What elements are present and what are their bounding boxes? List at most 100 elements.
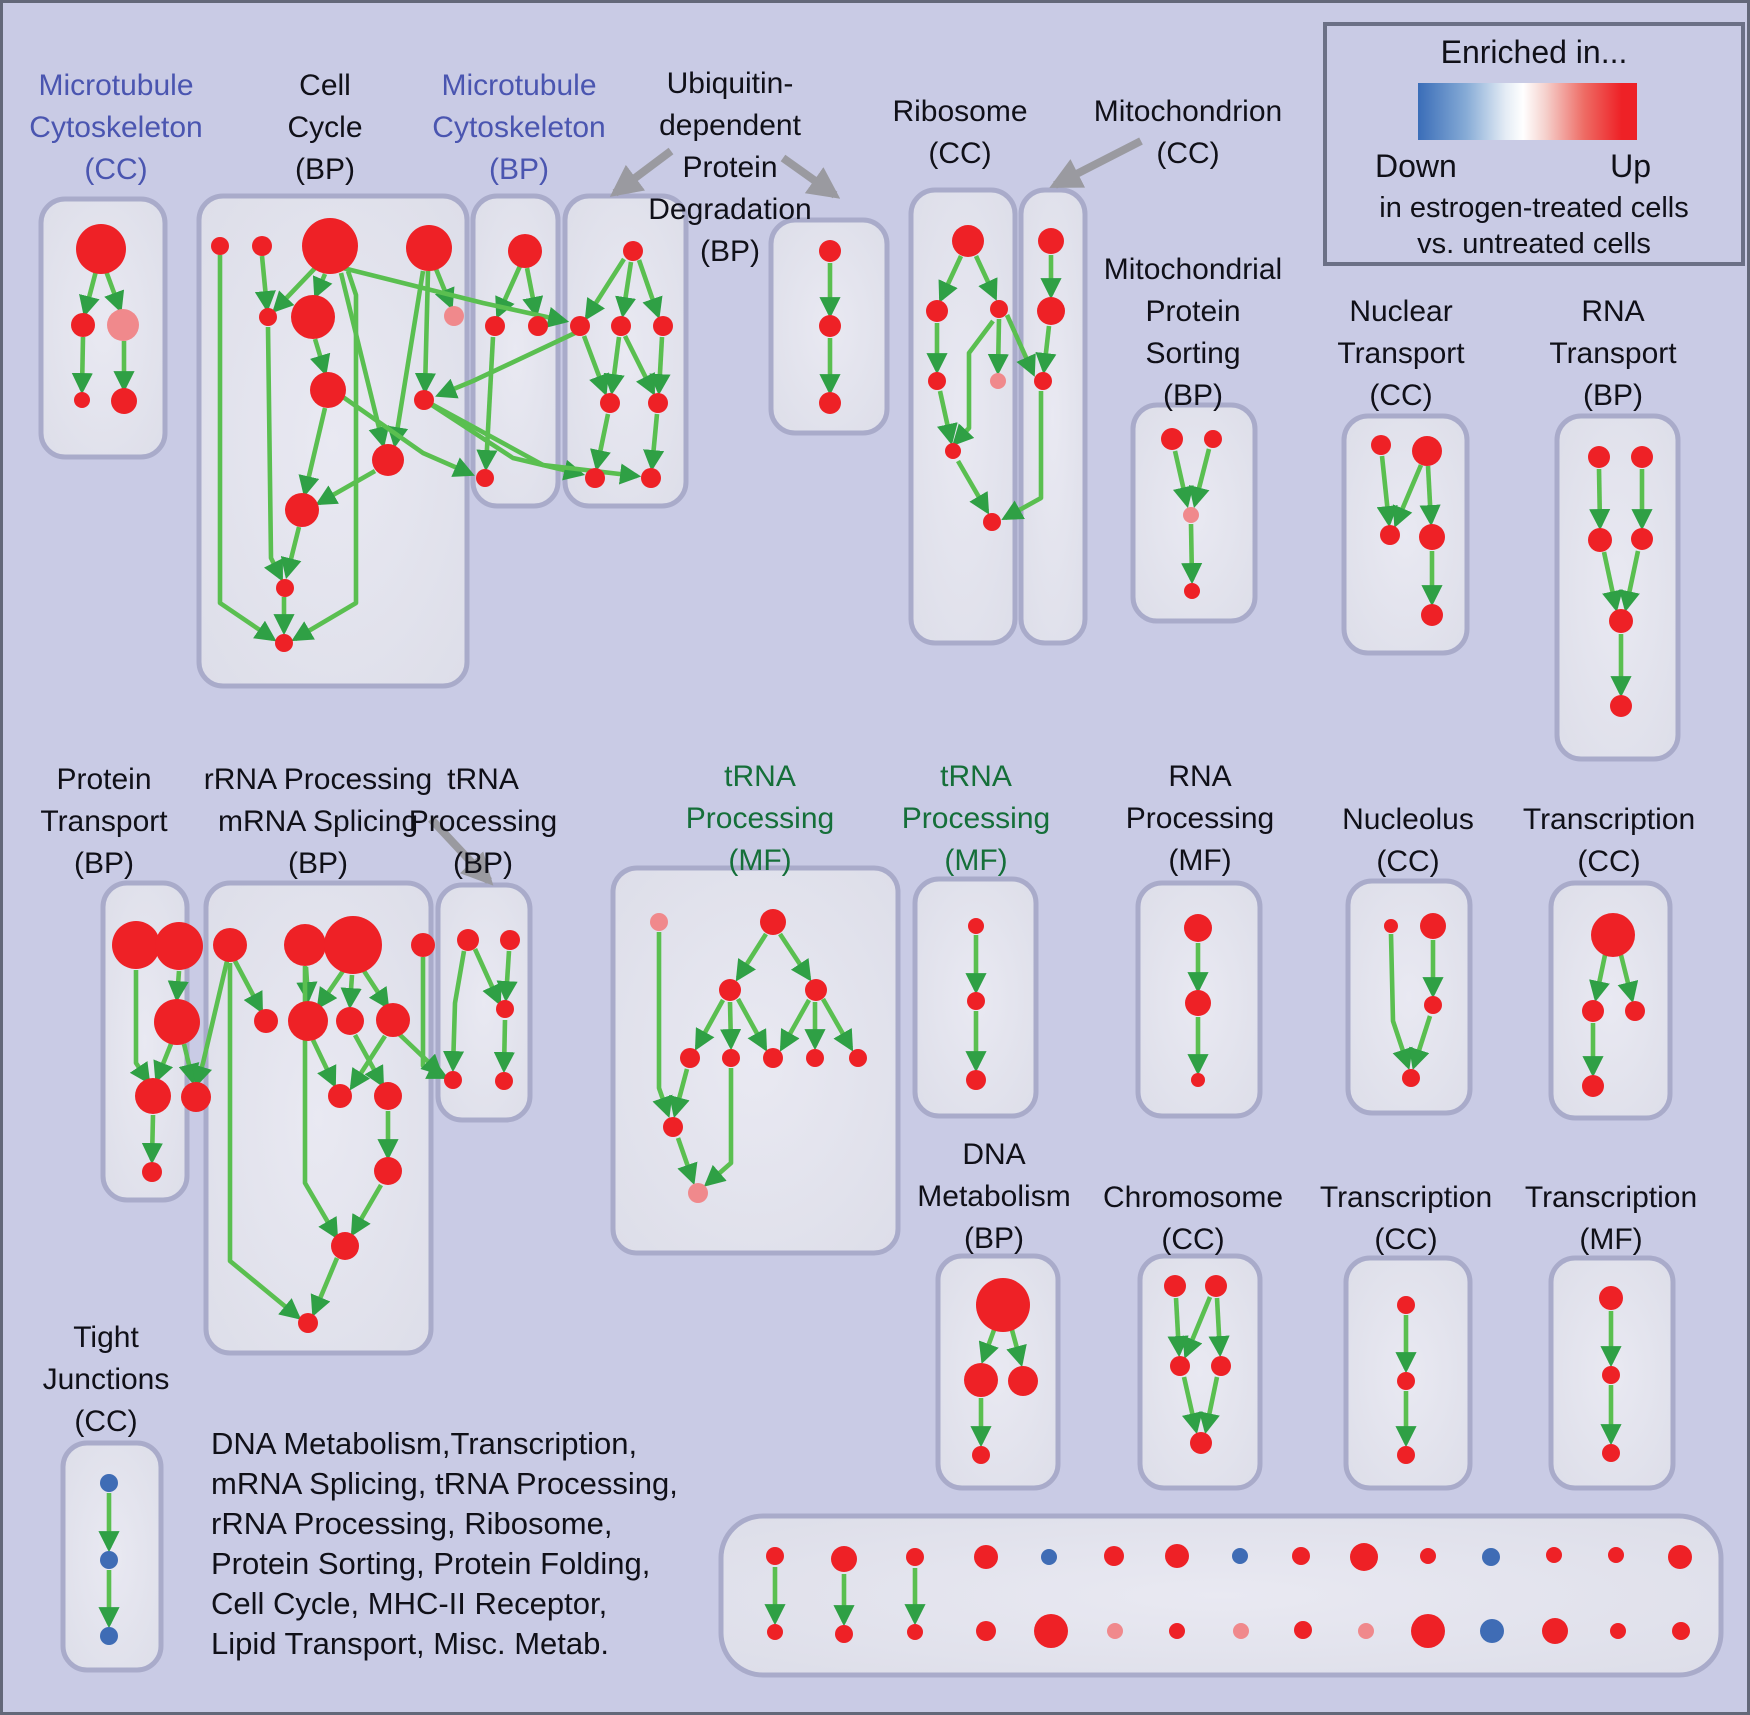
gene-set-node-cell-cycle-bp	[211, 237, 229, 255]
edge-arrow	[1419, 465, 1441, 527]
edge-arrow	[956, 459, 990, 515]
gene-set-node-mitochondrion-cc	[1037, 297, 1065, 325]
gene-set-node-chromosome-cc	[1211, 1356, 1231, 1376]
gene-set-node-misc-categories	[1668, 1545, 1692, 1569]
gene-set-node-transcription-cc-bottom	[1397, 1296, 1415, 1314]
category-label-rrna-processing-mrna-splicing-bp: rRNA Processing mRNA Splicing (BP)	[203, 763, 433, 880]
edge-arrow	[669, 1068, 690, 1119]
gene-set-node-rrna-processing-mrna-splicing-bp	[324, 916, 382, 974]
gene-set-node-mitochondrial-protein-sorting-bp	[1161, 428, 1183, 450]
gene-set-node-ubiquitin-degradation-bp-2	[819, 315, 841, 337]
gene-set-node-misc-categories	[906, 1548, 924, 1566]
edge-arrow	[522, 267, 544, 319]
edge-arrow	[735, 932, 768, 982]
gene-set-node-mitochondrion-cc	[1034, 372, 1052, 390]
gene-set-node-trna-processing-mf-large	[719, 979, 741, 1001]
gene-set-node-cell-cycle-bp	[259, 308, 277, 326]
edge-arrow	[217, 255, 277, 642]
gene-set-node-misc-categories	[1233, 1623, 1249, 1639]
gene-set-node-ribosome-cc	[926, 300, 948, 322]
gene-set-node-rrna-processing-mrna-splicing-bp	[288, 1001, 328, 1041]
edge-arrow	[493, 1019, 515, 1074]
category-label-ribosome-cc: Ribosome (CC)	[892, 95, 1028, 170]
gene-set-node-rna-processing-mf	[1184, 914, 1212, 942]
gene-set-node-protein-transport-bp	[142, 1162, 162, 1182]
gene-set-node-microtubule-cytoskeleton-cc	[111, 388, 137, 414]
gene-set-node-rrna-processing-mrna-splicing-bp	[328, 1084, 352, 1108]
edge-arrow	[309, 338, 331, 377]
gene-set-node-trna-processing-mf-large	[760, 909, 786, 935]
gene-set-node-rrna-processing-mrna-splicing-bp	[213, 928, 247, 962]
edge-arrow	[1208, 1297, 1230, 1358]
edge-arrow	[1199, 1376, 1220, 1435]
edge-arrow	[1181, 1376, 1203, 1435]
gene-set-node-misc-categories	[1107, 1623, 1123, 1639]
gene-set-node-ubiquitin-degradation-bp-1	[585, 468, 605, 488]
misc-text-line: rRNA Processing, Ribosome,	[211, 1506, 613, 1541]
gene-set-node-ubiquitin-degradation-bp-1	[570, 316, 590, 336]
category-label-transcription-cc-mid: Transcription (CC)	[1522, 803, 1696, 878]
edge-arrow	[675, 1137, 698, 1185]
gene-set-node-protein-transport-bp	[181, 1082, 211, 1112]
category-label-microtubule-cytoskeleton-cc: Microtubule Cytoskeleton (CC)	[29, 69, 203, 186]
gene-set-node-microtubule-cytoskeleton-bp	[528, 316, 548, 336]
gene-set-node-rrna-processing-mrna-splicing-bp	[376, 1003, 410, 1037]
legend-subtitle-line1: in estrogen-treated cells	[1379, 192, 1689, 224]
gene-set-node-trna-processing-mf-large	[805, 979, 827, 1001]
gene-set-node-cell-cycle-bp	[414, 390, 434, 410]
gene-set-node-microtubule-cytoskeleton-bp	[476, 469, 494, 487]
gene-set-node-tight-junctions-cc	[100, 1474, 118, 1492]
gene-set-node-trna-processing-mf-small	[966, 1070, 986, 1090]
gene-set-node-rrna-processing-mrna-splicing-bp	[336, 1007, 364, 1035]
gene-set-node-trna-processing-bp	[444, 1071, 462, 1089]
gene-set-node-cell-cycle-bp	[444, 306, 464, 326]
gene-set-node-nucleolus-cc	[1420, 913, 1446, 939]
gene-set-node-trna-processing-mf-large	[763, 1048, 783, 1068]
gene-set-node-trna-processing-bp	[496, 1000, 514, 1018]
gene-set-node-protein-transport-bp	[135, 1078, 171, 1114]
edge-arrow	[254, 255, 276, 313]
gene-set-node-trna-processing-mf-large	[722, 1049, 740, 1067]
edge-arrow	[79, 270, 100, 318]
legend-subtitle-line2: vs. untreated cells	[1417, 228, 1651, 260]
edge-arrow	[433, 268, 455, 310]
edge-arrow	[779, 998, 812, 1052]
gene-set-node-trna-processing-mf-large	[663, 1117, 683, 1137]
edge-arrow	[1589, 468, 1611, 531]
gene-set-node-misc-categories	[1546, 1547, 1562, 1563]
gene-set-node-rna-transport-bp	[1631, 528, 1653, 550]
gene-set-node-cell-cycle-bp	[302, 218, 358, 274]
gene-set-node-dna-metabolism-bp	[1008, 1366, 1038, 1396]
gene-set-node-mitochondrial-protein-sorting-bp	[1184, 583, 1200, 599]
category-label-rna-transport-bp: RNA Transport (BP)	[1549, 295, 1677, 412]
edge-arrow	[643, 413, 665, 472]
gene-set-node-trna-processing-mf-small	[968, 918, 984, 934]
gene-set-node-rrna-processing-mrna-splicing-bp	[284, 924, 326, 966]
edge-arrow	[350, 1183, 383, 1237]
gene-set-node-trna-processing-mf-large	[688, 1183, 708, 1203]
gene-set-node-ribosome-cc	[928, 372, 946, 390]
edge-arrow	[472, 948, 502, 1006]
gene-set-node-rrna-processing-mrna-splicing-bp	[374, 1082, 402, 1110]
gene-set-node-nuclear-transport-cc	[1421, 604, 1443, 626]
edge-arrow	[1167, 1297, 1189, 1358]
edge-arrow	[315, 469, 377, 506]
gene-set-node-misc-categories	[766, 1547, 784, 1565]
edge-arrow	[1601, 551, 1623, 613]
gene-set-node-dna-metabolism-bp	[972, 1446, 990, 1464]
category-label-microtubule-cytoskeleton-bp: Microtubule Cytoskeleton (BP)	[432, 69, 606, 186]
gene-set-node-protein-transport-bp	[154, 999, 200, 1045]
edge-arrow	[141, 1114, 163, 1165]
edge-arrow	[178, 1043, 200, 1086]
gene-set-node-misc-categories	[1542, 1618, 1568, 1644]
category-label-chromosome-cc: Chromosome (CC)	[1102, 1181, 1284, 1256]
gene-set-node-microtubule-cytoskeleton-bp	[508, 234, 542, 268]
edge-arrow	[1006, 1329, 1027, 1368]
gene-set-node-cell-cycle-bp	[310, 372, 346, 408]
misc-text-line: Protein Sorting, Protein Folding,	[211, 1546, 651, 1581]
category-label-protein-transport-bp: Protein Transport (BP)	[40, 763, 168, 880]
gene-set-node-ubiquitin-degradation-bp-1	[641, 468, 661, 488]
gene-set-node-trna-processing-mf-large	[650, 913, 668, 931]
gene-set-node-misc-categories	[1672, 1622, 1690, 1640]
